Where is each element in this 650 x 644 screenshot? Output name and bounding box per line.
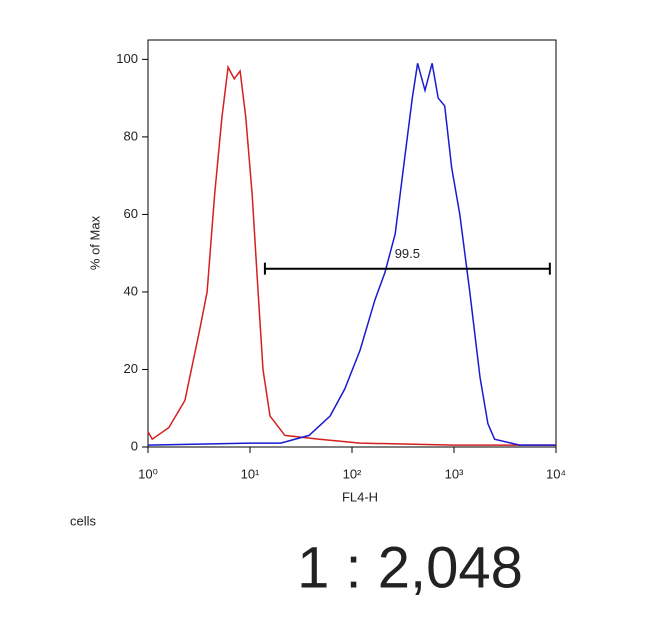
x-tick-label: 10² [343,466,362,481]
x-axis-label: FL4-H [342,489,378,504]
y-tick-label: 80 [124,128,138,143]
caption-label: cells [70,513,97,528]
x-tick-label: 10³ [445,466,464,481]
histogram-line [147,63,556,446]
gate-label: 99.5 [395,246,420,261]
y-axis-label: % of Max [87,215,102,270]
x-tick-label: 10⁰ [138,466,158,481]
histogram-line [147,64,556,446]
x-tick-label: 10¹ [241,466,260,481]
y-tick-label: 40 [124,283,138,298]
x-tick-label: 10⁴ [546,466,566,481]
plot-frame [147,39,557,448]
y-tick-label: 60 [124,206,138,221]
y-tick-label: 0 [131,438,138,453]
y-tick-label: 100 [116,51,138,66]
y-tick-label: 20 [124,361,138,376]
dilution: 1 : 2,048 [297,535,523,600]
